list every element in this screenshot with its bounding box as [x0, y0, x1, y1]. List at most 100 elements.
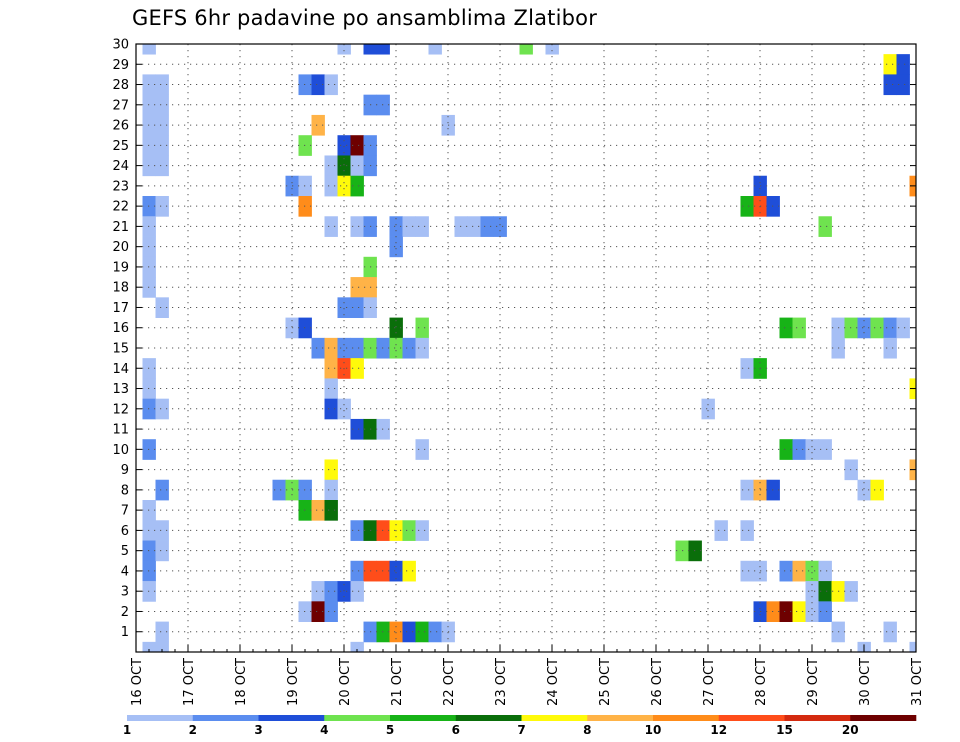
heatmap-cell	[350, 641, 364, 653]
x-tick-label: 21 OCT	[390, 658, 405, 706]
heatmap-cell	[324, 581, 338, 602]
heatmap-cell	[389, 337, 403, 359]
heatmap-cell	[155, 135, 169, 156]
legend-swatch	[455, 715, 522, 721]
heatmap-cell	[870, 479, 884, 501]
legend-swatch	[850, 715, 917, 721]
heatmap-cell	[779, 560, 793, 582]
x-tick-label: 29 OCT	[806, 658, 821, 706]
heatmap-cell	[883, 317, 897, 339]
legend-label: 6	[452, 723, 460, 737]
heatmap-cell	[155, 479, 169, 501]
heatmap-cell	[883, 74, 897, 96]
heatmap-cell	[324, 479, 338, 501]
y-tick-label: 11	[112, 423, 129, 438]
heatmap-cell	[311, 500, 325, 521]
heatmap-cell	[415, 337, 429, 359]
heatmap-cell	[350, 418, 364, 440]
y-tick-label: 27	[112, 98, 129, 113]
heatmap-cell	[337, 175, 351, 197]
heatmap-cell	[155, 74, 169, 96]
heatmap-cell	[311, 601, 325, 622]
heatmap-cell	[792, 439, 806, 460]
heatmap-cell	[467, 216, 481, 237]
y-tick-label: 16	[112, 321, 129, 336]
y-tick-label: 30	[112, 38, 129, 53]
heatmap-cell	[896, 54, 910, 75]
heatmap-cell	[324, 216, 338, 237]
y-tick-label: 17	[112, 301, 129, 316]
heatmap-cell	[857, 479, 871, 501]
heatmap-cell	[155, 196, 169, 217]
heatmap-cell	[389, 236, 403, 258]
heatmap-cell	[337, 297, 351, 318]
heatmap-cell	[402, 337, 416, 359]
legend-label: 7	[517, 723, 525, 737]
heatmap-cell	[792, 601, 806, 622]
heatmap-cell	[350, 155, 364, 177]
legend-label: 4	[320, 723, 328, 737]
heatmap-cell	[363, 44, 377, 55]
heatmap-cell	[272, 479, 286, 501]
heatmap-cell	[415, 216, 429, 237]
y-tick-label: 19	[112, 260, 129, 275]
heatmap-cell	[818, 216, 832, 237]
y-tick-label: 5	[121, 544, 129, 559]
heatmap-cell	[519, 44, 533, 55]
heatmap-cell	[350, 277, 364, 298]
heatmap-cell	[896, 317, 910, 339]
heatmap-cell	[818, 601, 832, 622]
heatmap-cell	[350, 337, 364, 359]
heatmap-cell	[415, 520, 429, 541]
x-tick-label: 17 OCT	[182, 658, 197, 706]
chart-title: GEFS 6hr padavine po ansamblima Zlatibor	[132, 6, 598, 30]
heatmap-cell	[883, 337, 897, 359]
heatmap-cell	[545, 44, 559, 55]
heatmap-cell	[740, 560, 754, 582]
heatmap-cell	[480, 216, 494, 237]
heatmap-cell	[415, 317, 429, 339]
heatmap-cell	[142, 44, 156, 55]
heatmap-cell	[142, 641, 156, 653]
heatmap-cell	[805, 439, 819, 460]
x-tick-label: 31 OCT	[910, 658, 925, 706]
heatmap-cell	[779, 439, 793, 460]
y-tick-label: 21	[112, 220, 129, 235]
heatmap-cell	[792, 560, 806, 582]
heatmap-cell	[389, 621, 403, 643]
heatmap-cell	[311, 337, 325, 359]
heatmap-cell	[883, 621, 897, 643]
heatmap-cell	[311, 581, 325, 602]
heatmap-cell	[337, 135, 351, 156]
heatmap-cell	[428, 44, 442, 55]
legend-label: 1	[123, 723, 131, 737]
y-tick-label: 18	[112, 281, 129, 296]
y-tick-label: 2	[121, 605, 129, 620]
x-tick-label: 26 OCT	[650, 658, 665, 706]
x-tick-label: 16 OCT	[130, 658, 145, 706]
legend-label: 8	[583, 723, 591, 737]
y-tick-label: 28	[112, 78, 129, 93]
legend-swatch	[521, 715, 588, 721]
legend-swatch	[192, 715, 259, 721]
heatmap-cell	[337, 398, 351, 420]
legend-swatch	[718, 715, 785, 721]
heatmap-cell	[324, 155, 338, 177]
heatmap-cell	[311, 74, 325, 96]
legend-label: 10	[645, 723, 662, 737]
heatmap-cell	[415, 439, 429, 460]
heatmap-cell	[402, 560, 416, 582]
y-tick-label: 7	[121, 504, 129, 519]
heatmap-cell	[324, 337, 338, 359]
heatmap-cell	[857, 317, 871, 339]
y-tick-label: 24	[112, 159, 129, 174]
y-tick-label: 29	[112, 58, 129, 73]
heatmap-cell	[740, 520, 754, 541]
heatmap-cell	[337, 155, 351, 177]
heatmap-cell	[350, 135, 364, 156]
heatmap-cell	[805, 601, 819, 622]
heatmap-cell	[714, 520, 728, 541]
x-tick-label: 25 OCT	[598, 658, 613, 706]
y-tick-label: 23	[112, 179, 129, 194]
